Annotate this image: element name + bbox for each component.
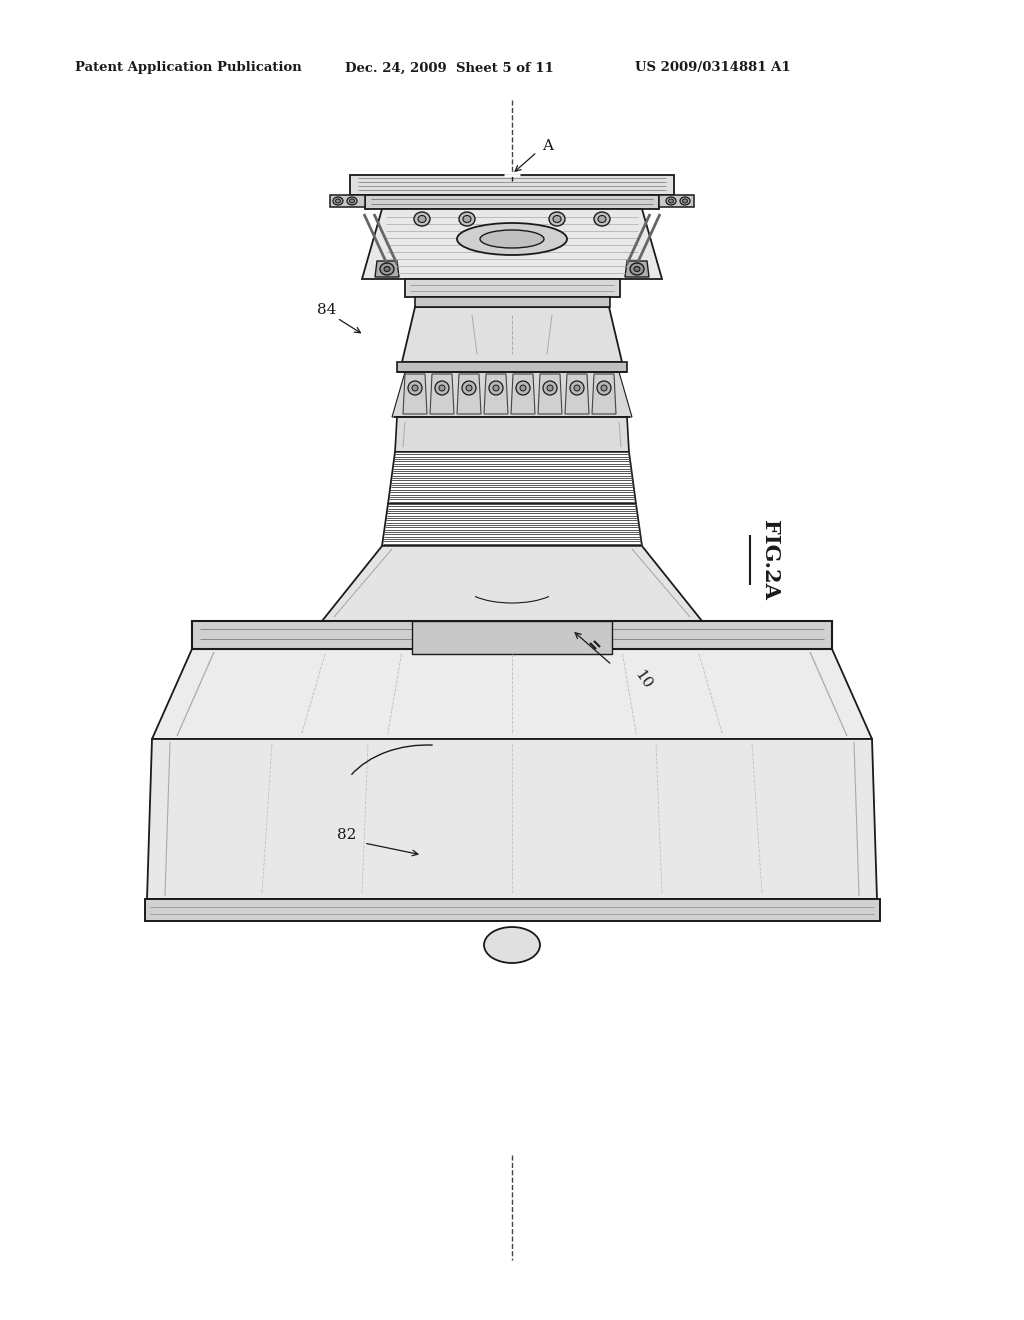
- Bar: [415, 297, 610, 308]
- Polygon shape: [538, 374, 562, 414]
- Ellipse shape: [380, 263, 394, 275]
- Polygon shape: [147, 739, 877, 899]
- Ellipse shape: [553, 215, 561, 223]
- Ellipse shape: [408, 381, 422, 395]
- Polygon shape: [565, 374, 589, 414]
- Ellipse shape: [680, 197, 690, 205]
- Text: 84: 84: [317, 304, 336, 317]
- Polygon shape: [403, 374, 427, 414]
- Polygon shape: [659, 195, 694, 207]
- Ellipse shape: [457, 223, 567, 255]
- Ellipse shape: [597, 381, 611, 395]
- Text: FIG.2A: FIG.2A: [760, 520, 780, 599]
- Ellipse shape: [493, 385, 499, 391]
- Ellipse shape: [384, 267, 390, 272]
- Text: 82: 82: [337, 828, 356, 842]
- Polygon shape: [592, 374, 616, 414]
- Polygon shape: [484, 374, 508, 414]
- Polygon shape: [392, 372, 632, 417]
- Polygon shape: [402, 308, 622, 362]
- Ellipse shape: [574, 385, 580, 391]
- Ellipse shape: [506, 631, 518, 642]
- Text: Dec. 24, 2009  Sheet 5 of 11: Dec. 24, 2009 Sheet 5 of 11: [345, 62, 554, 74]
- Text: US 2009/0314881 A1: US 2009/0314881 A1: [635, 62, 791, 74]
- Bar: [193, 620, 831, 649]
- Ellipse shape: [347, 197, 357, 205]
- Ellipse shape: [474, 634, 479, 638]
- Ellipse shape: [412, 385, 418, 391]
- Ellipse shape: [414, 213, 430, 226]
- Ellipse shape: [435, 381, 449, 395]
- Bar: [397, 362, 627, 372]
- Ellipse shape: [463, 215, 471, 223]
- Ellipse shape: [634, 267, 640, 272]
- Ellipse shape: [333, 197, 343, 205]
- Ellipse shape: [541, 631, 553, 642]
- Polygon shape: [375, 261, 399, 277]
- Polygon shape: [395, 417, 629, 451]
- Ellipse shape: [336, 199, 341, 203]
- Ellipse shape: [547, 385, 553, 391]
- Polygon shape: [625, 261, 649, 277]
- Ellipse shape: [683, 199, 687, 203]
- Ellipse shape: [459, 213, 475, 226]
- Polygon shape: [430, 374, 454, 414]
- Ellipse shape: [545, 634, 550, 638]
- Polygon shape: [362, 209, 662, 279]
- Ellipse shape: [520, 385, 526, 391]
- Ellipse shape: [543, 381, 557, 395]
- Ellipse shape: [598, 215, 606, 223]
- Polygon shape: [511, 374, 535, 414]
- Text: 10: 10: [632, 668, 654, 692]
- Ellipse shape: [480, 230, 544, 248]
- Polygon shape: [152, 649, 872, 739]
- Ellipse shape: [439, 385, 445, 391]
- Text: A: A: [542, 139, 553, 153]
- Ellipse shape: [666, 197, 676, 205]
- Ellipse shape: [570, 381, 584, 395]
- Ellipse shape: [549, 213, 565, 226]
- Ellipse shape: [462, 381, 476, 395]
- Bar: [145, 899, 880, 921]
- Polygon shape: [350, 176, 674, 195]
- Ellipse shape: [630, 263, 644, 275]
- Ellipse shape: [601, 385, 607, 391]
- Bar: [412, 620, 612, 653]
- Text: Patent Application Publication: Patent Application Publication: [75, 62, 302, 74]
- Ellipse shape: [510, 634, 514, 638]
- Ellipse shape: [418, 215, 426, 223]
- Ellipse shape: [669, 199, 674, 203]
- Ellipse shape: [466, 385, 472, 391]
- Polygon shape: [457, 374, 481, 414]
- Bar: [447, 627, 577, 645]
- Ellipse shape: [471, 631, 483, 642]
- Ellipse shape: [484, 927, 540, 964]
- Polygon shape: [330, 195, 365, 207]
- Polygon shape: [322, 546, 702, 620]
- Ellipse shape: [516, 381, 530, 395]
- Bar: [406, 279, 620, 297]
- Ellipse shape: [594, 213, 610, 226]
- Polygon shape: [365, 195, 659, 209]
- Ellipse shape: [349, 199, 354, 203]
- Ellipse shape: [489, 381, 503, 395]
